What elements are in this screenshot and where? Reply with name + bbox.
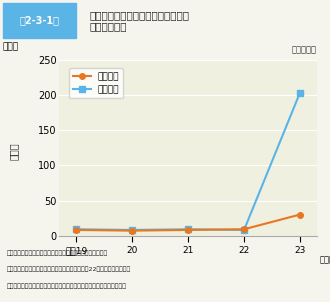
消防団員 bbox=[74, 227, 78, 231]
FancyBboxPatch shape bbox=[3, 3, 76, 38]
消防職員 bbox=[186, 228, 190, 232]
消防職員 bbox=[298, 213, 302, 216]
Legend: 消防職員, 消防団員: 消防職員, 消防団員 bbox=[69, 69, 123, 98]
Text: ２　東日本大震災の影響により、平成22年の岩手県、宮城県: ２ 東日本大震災の影響により、平成22年の岩手県、宮城県 bbox=[7, 267, 131, 272]
Line: 消防団員: 消防団員 bbox=[73, 90, 303, 233]
Text: （各年中）: （各年中） bbox=[292, 46, 317, 55]
消防団員 bbox=[242, 228, 246, 232]
消防団員 bbox=[298, 91, 302, 95]
消防職員 bbox=[74, 228, 78, 232]
消防職員 bbox=[130, 229, 134, 233]
消防職員 bbox=[242, 227, 246, 231]
Text: 及び福島県のデータは除いた数値により集計している。: 及び福島県のデータは除いた数値により集計している。 bbox=[7, 283, 127, 289]
消防団員 bbox=[186, 227, 190, 231]
Text: 死者数: 死者数 bbox=[8, 142, 18, 160]
Text: （年）: （年） bbox=[319, 255, 330, 264]
Line: 消防職員: 消防職員 bbox=[73, 212, 303, 233]
消防団員 bbox=[130, 228, 134, 232]
Text: （人）: （人） bbox=[3, 43, 19, 52]
Text: 第2-3-1図: 第2-3-1図 bbox=[19, 16, 60, 26]
Text: （備考）　１　「消防防災・震災対策現況調査」により作成: （備考） １ 「消防防災・震災対策現況調査」により作成 bbox=[7, 250, 108, 256]
Text: 消防職員及び消防団員の公務による
死者数の推移: 消防職員及び消防団員の公務による 死者数の推移 bbox=[89, 10, 189, 31]
